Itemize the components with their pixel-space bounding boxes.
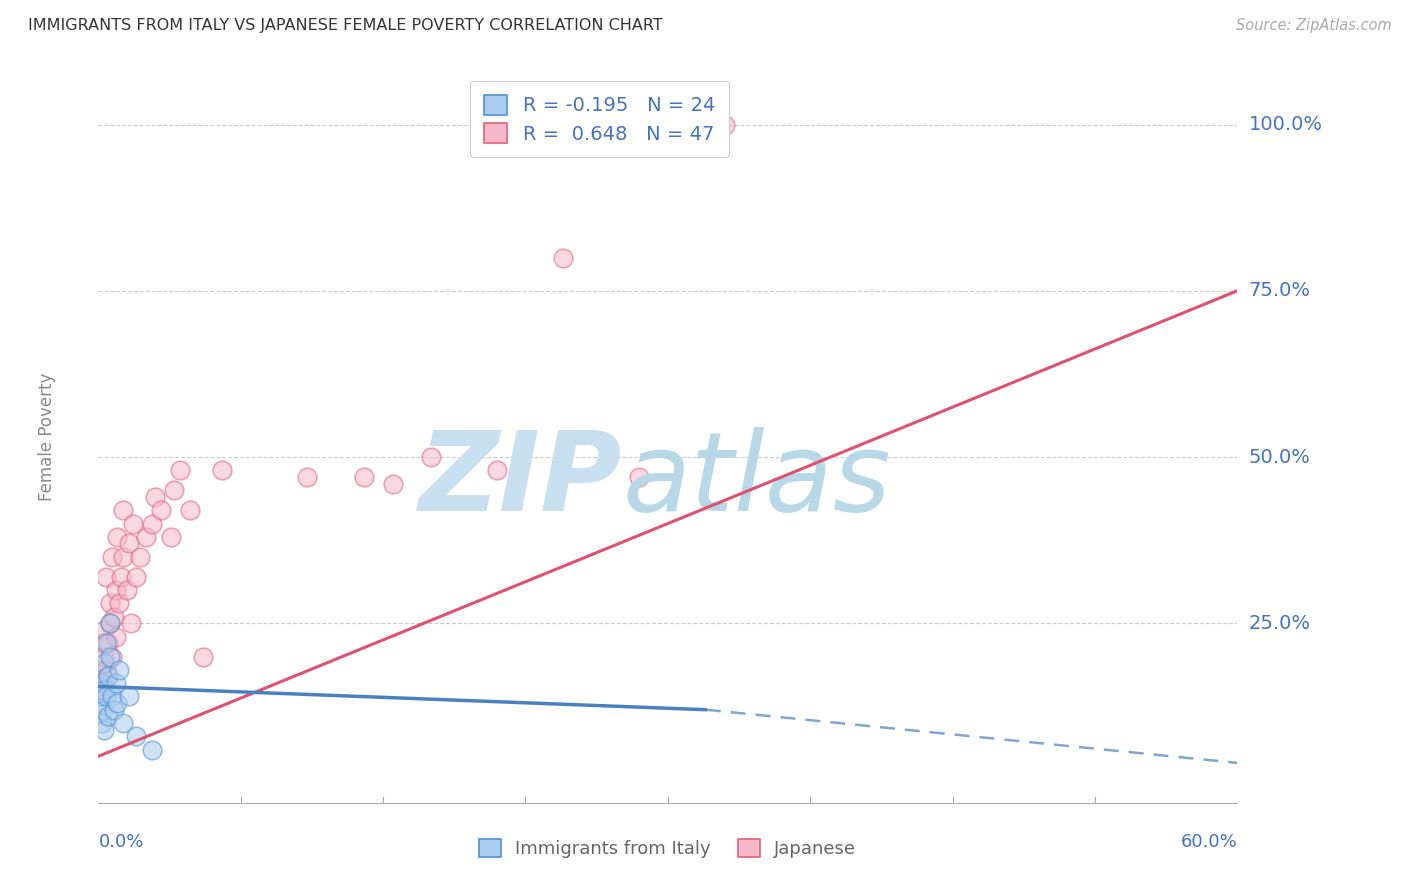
Point [211, 463, 233, 477]
Point [97, 636, 120, 650]
Point [169, 463, 191, 477]
Text: IMMIGRANTS FROM ITALY VS JAPANESE FEMALE POVERTY CORRELATION CHART: IMMIGRANTS FROM ITALY VS JAPANESE FEMALE… [28, 18, 662, 33]
Point [90, 690, 112, 704]
Point [150, 503, 173, 517]
Text: 75.0%: 75.0% [1249, 281, 1310, 301]
Point [91, 676, 114, 690]
Point [486, 463, 509, 477]
Point [91, 716, 114, 731]
Point [125, 729, 148, 743]
Point [93, 723, 115, 737]
Text: 50.0%: 50.0% [1249, 448, 1310, 467]
Point [89, 696, 111, 710]
Point [89, 680, 111, 694]
Point [97, 669, 120, 683]
Point [89, 680, 111, 694]
Point [93, 656, 115, 670]
Point [93, 623, 115, 637]
Text: 25.0%: 25.0% [1249, 614, 1310, 632]
Point [94, 636, 117, 650]
Point [107, 696, 129, 710]
Point [94, 570, 117, 584]
Point [120, 616, 142, 631]
Point [94, 690, 117, 704]
Point [353, 470, 375, 484]
Point [93, 649, 115, 664]
Point [97, 669, 120, 683]
Point [112, 549, 135, 564]
Text: 0.0%: 0.0% [98, 833, 143, 851]
Point [159, 530, 181, 544]
Text: 100.0%: 100.0% [1249, 115, 1323, 134]
Point [135, 530, 157, 544]
Point [98, 616, 121, 631]
Point [141, 516, 163, 531]
Point [118, 690, 141, 704]
Point [163, 483, 186, 498]
Point [91, 636, 114, 650]
Point [121, 516, 143, 531]
Text: Female Poverty: Female Poverty [38, 373, 56, 501]
Point [104, 582, 127, 597]
Point [100, 649, 122, 664]
Legend: Immigrants from Italy, Japanese: Immigrants from Italy, Japanese [471, 830, 865, 867]
Point [115, 582, 138, 597]
Point [112, 503, 135, 517]
Point [98, 649, 121, 664]
Point [129, 549, 152, 564]
Point [141, 742, 163, 756]
Point [90, 676, 112, 690]
Point [100, 549, 122, 564]
Point [91, 703, 114, 717]
Point [94, 663, 117, 677]
Point [89, 663, 111, 677]
Point [100, 690, 122, 704]
Point [381, 476, 404, 491]
Text: ZIP: ZIP [419, 427, 623, 534]
Point [125, 570, 148, 584]
Point [179, 503, 201, 517]
Point [98, 616, 121, 631]
Point [107, 530, 129, 544]
Point [112, 716, 135, 731]
Point [97, 709, 120, 723]
Point [108, 596, 131, 610]
Point [98, 596, 121, 610]
Point [297, 470, 319, 484]
Point [419, 450, 441, 464]
Text: 60.0%: 60.0% [1181, 833, 1237, 851]
Point [118, 536, 141, 550]
Point [104, 676, 127, 690]
Point [628, 470, 651, 484]
Point [91, 682, 114, 697]
Text: Source: ZipAtlas.com: Source: ZipAtlas.com [1236, 18, 1392, 33]
Point [108, 663, 131, 677]
Text: atlas: atlas [623, 427, 891, 534]
Point [103, 609, 125, 624]
Point [93, 682, 115, 697]
Point [110, 570, 132, 584]
Point [714, 118, 737, 132]
Point [103, 703, 125, 717]
Point [191, 649, 214, 664]
Point [104, 630, 127, 644]
Point [553, 251, 575, 265]
Point [145, 490, 167, 504]
